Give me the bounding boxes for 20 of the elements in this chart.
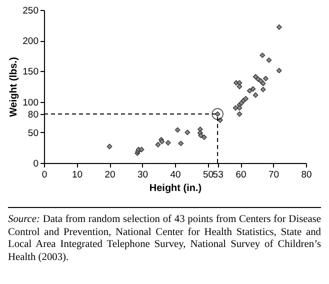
x-tick-label: 40	[170, 170, 181, 180]
y-tick-label: 250	[22, 6, 38, 16]
y-tick-label: 0	[33, 158, 38, 170]
x-tick-label: 0	[42, 170, 48, 180]
x-tick-label: 10	[72, 170, 83, 180]
y-tick-label: 200	[22, 36, 38, 48]
y-tick-label: 80	[28, 110, 38, 121]
y-tick-label: 150	[22, 66, 38, 78]
y-axis-title: Weight (lbs.)	[8, 57, 20, 117]
x-tick-label: 60	[236, 170, 246, 180]
y-tick-label: 50	[28, 128, 38, 139]
x-tick-label: 53	[212, 170, 224, 180]
x-tick-label: 20	[104, 170, 116, 180]
source-note: Source: Data from random selection of 43 points from Centers for Disease Control and Prevention, National Center for Health Statistics, State and Local Area Integrated Telephone Survey, National Survey of Children’s Health (2003).	[8, 214, 321, 264]
x-tick-label: 70	[268, 170, 280, 180]
y-tick-label: 100	[22, 97, 38, 108]
x-tick-label: 50	[202, 170, 214, 180]
x-axis-title: Height (in.)	[149, 183, 202, 194]
x-tick-label: 80	[301, 170, 312, 180]
x-tick-label: 30	[137, 170, 148, 180]
